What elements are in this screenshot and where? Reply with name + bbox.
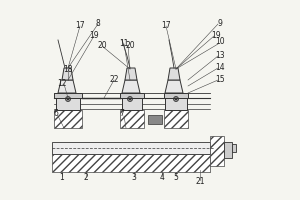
- Bar: [54, 110, 82, 128]
- Text: 4: 4: [160, 172, 164, 182]
- Text: 15: 15: [215, 74, 225, 84]
- Bar: [120, 110, 144, 128]
- Polygon shape: [62, 68, 73, 80]
- Text: 19: 19: [89, 30, 99, 40]
- Text: 21: 21: [195, 176, 205, 186]
- Text: 17: 17: [161, 21, 171, 29]
- Text: 22: 22: [109, 74, 119, 84]
- Bar: [164, 93, 188, 98]
- Text: 13: 13: [215, 50, 225, 60]
- Text: 17: 17: [75, 21, 85, 29]
- Bar: [52, 154, 210, 172]
- Polygon shape: [58, 80, 76, 93]
- Text: 19: 19: [211, 30, 221, 40]
- Bar: [56, 98, 80, 110]
- Bar: [52, 142, 210, 154]
- Bar: [120, 93, 144, 98]
- Text: 2: 2: [84, 172, 88, 182]
- Polygon shape: [125, 68, 137, 80]
- Circle shape: [175, 98, 177, 100]
- Polygon shape: [168, 68, 180, 80]
- Bar: [148, 115, 162, 124]
- Bar: [54, 93, 82, 98]
- Bar: [232, 144, 236, 152]
- Text: 11: 11: [119, 38, 129, 47]
- Text: 10: 10: [215, 38, 225, 46]
- Text: 12: 12: [57, 78, 67, 88]
- Text: 8: 8: [96, 19, 100, 27]
- Text: 20: 20: [125, 40, 135, 49]
- Bar: [210, 136, 224, 166]
- Text: 9: 9: [218, 19, 222, 27]
- Text: 6: 6: [54, 110, 58, 118]
- Circle shape: [129, 98, 131, 100]
- Bar: [165, 98, 187, 110]
- Polygon shape: [165, 80, 183, 93]
- Bar: [164, 110, 188, 128]
- Circle shape: [67, 98, 69, 100]
- Text: 7: 7: [120, 110, 124, 118]
- Bar: [224, 142, 232, 158]
- Text: 5: 5: [174, 172, 178, 182]
- Text: 3: 3: [132, 172, 136, 182]
- Text: 1: 1: [60, 172, 64, 182]
- Polygon shape: [122, 80, 140, 93]
- Text: 20: 20: [97, 40, 107, 49]
- Text: 18: 18: [63, 64, 73, 73]
- Text: 14: 14: [215, 62, 225, 72]
- Bar: [122, 98, 142, 110]
